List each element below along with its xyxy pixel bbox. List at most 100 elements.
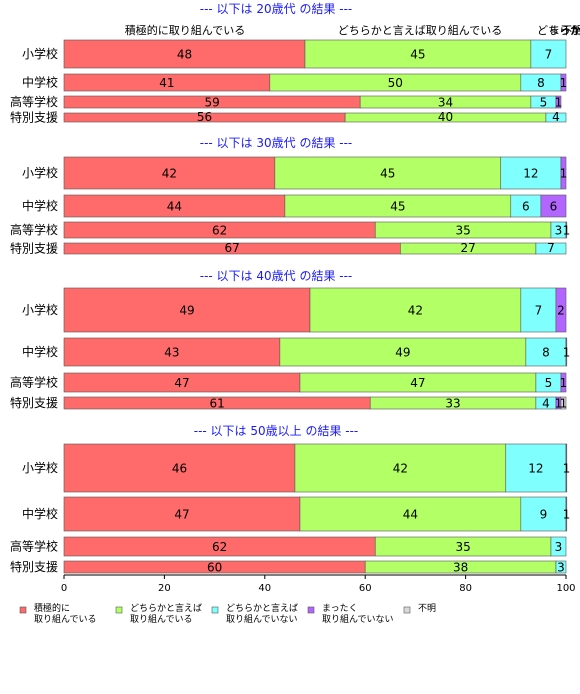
legend-label: 積極的に: [34, 602, 70, 614]
group-title-3: --- 以下は 50歳以上 の結果 ---: [194, 424, 359, 438]
bar-value-label: 27: [460, 241, 475, 255]
bar-value-label: 49: [179, 303, 194, 317]
bar-segment: [63, 443, 296, 493]
bar-segment: [540, 194, 567, 218]
x-tick-label: 40: [258, 583, 271, 594]
bar-segment: [565, 337, 568, 367]
bar-segment: [309, 287, 522, 333]
bar-value-label: 49: [395, 345, 410, 359]
bar-value-label: 42: [162, 166, 177, 180]
bar-value-label: 35: [455, 540, 470, 554]
bar-value-label: 44: [403, 507, 418, 521]
bar-segment: [560, 156, 567, 190]
bar-value-label: 3: [555, 540, 563, 554]
bar-value-label: 1: [560, 166, 568, 180]
bar-value-label: 43: [164, 345, 179, 359]
bar-segment: [565, 496, 568, 532]
bar-segment: [530, 39, 567, 69]
bar-value-label: 1: [560, 376, 568, 390]
bar-value-label: 45: [390, 199, 405, 213]
row-label: 小学校: [22, 460, 58, 475]
bar-value-label: 6: [550, 199, 558, 213]
legend-label: 取り組んでいない: [226, 613, 298, 625]
x-tick-label: 0: [61, 583, 67, 594]
bar-value-label: 9: [540, 507, 548, 521]
legend-swatch: [211, 606, 219, 614]
legend-swatch: [307, 606, 315, 614]
legend-swatch: [403, 606, 411, 614]
legend-label: 取り組んでいない: [322, 613, 394, 625]
legend-label: 取り組んでいる: [130, 613, 193, 625]
legend-swatch: [19, 606, 27, 614]
bar-value-label: 38: [453, 560, 468, 574]
bar-value-label: 45: [410, 47, 425, 61]
bar-value-label: 67: [225, 241, 240, 255]
bar-value-label: 61: [209, 396, 224, 410]
x-tick-label: 80: [459, 583, 472, 594]
bar-segment: [560, 73, 567, 92]
bar-segment: [565, 443, 568, 493]
bar-segment: [555, 287, 567, 333]
row-label: 高等学校: [10, 375, 58, 390]
bar-value-label: 8: [537, 76, 545, 90]
bar-value-label: 40: [438, 110, 453, 124]
bar-value-label: 12: [528, 461, 543, 475]
row-label: 特別支援: [10, 559, 58, 574]
bar-value-label: 6: [522, 199, 530, 213]
bar-segment: [279, 337, 527, 367]
bar-value-label: 46: [172, 461, 187, 475]
legend-label: 取り組んでいる: [34, 613, 97, 625]
row-label: 小学校: [22, 302, 58, 317]
row-label: 小学校: [22, 46, 58, 61]
bar-value-label: 2: [557, 303, 565, 317]
bar-value-label: 59: [204, 95, 219, 109]
bar-value-label: 3: [555, 223, 563, 237]
bar-segment: [560, 372, 567, 393]
row-label: 中学校: [22, 198, 58, 213]
legend-swatch: [115, 606, 123, 614]
bar-value-label: 56: [197, 110, 212, 124]
bar-value-label: 1: [563, 507, 571, 521]
bar-value-label: 62: [212, 540, 227, 554]
category-header-0: 積極的に取り組んでいる: [125, 23, 245, 37]
bar-value-label: 42: [408, 303, 423, 317]
bar-segment: [63, 287, 311, 333]
group-title-2: --- 以下は 40歳代 の結果 ---: [200, 269, 353, 283]
bar-segment: [63, 496, 301, 532]
bar-segment: [550, 536, 567, 557]
bar-segment: [505, 443, 567, 493]
bar-value-label: 7: [535, 303, 543, 317]
bar-value-label: 1: [555, 396, 563, 410]
row-label: 特別支援: [10, 110, 58, 125]
category-header-1: どちらかと言えば取り組んでいる: [338, 24, 502, 37]
row-label: 中学校: [22, 75, 58, 90]
bar-segment: [555, 560, 567, 574]
bar-value-label: 5: [545, 376, 553, 390]
x-tick-label: 60: [359, 583, 372, 594]
row-label: 中学校: [22, 506, 58, 521]
bar-segment: [63, 156, 276, 190]
bar-value-label: 8: [542, 345, 550, 359]
row-label: 中学校: [22, 344, 58, 359]
bar-value-label: 44: [167, 199, 182, 213]
group-title-0: --- 以下は 20歳代 の結果 ---: [200, 2, 353, 16]
bar-value-label: 1: [563, 345, 571, 359]
bar-value-label: 50: [388, 76, 403, 90]
bar-value-label: 5: [540, 95, 548, 109]
bar-segment: [500, 156, 562, 190]
bar-value-label: 33: [445, 396, 460, 410]
bar-segment: [63, 39, 306, 69]
bar-segment: [520, 287, 557, 333]
bar-value-label: 12: [523, 166, 538, 180]
row-label: 特別支援: [10, 241, 58, 256]
bar-segment: [299, 496, 522, 532]
bar-value-label: 48: [177, 47, 192, 61]
x-tick-label: 100: [556, 583, 575, 594]
bar-value-label: 1: [563, 461, 571, 475]
x-tick-label: 20: [158, 583, 171, 594]
bar-value-label: 7: [545, 47, 553, 61]
bar-value-label: 41: [159, 76, 174, 90]
bar-value-label: 1: [563, 223, 571, 237]
